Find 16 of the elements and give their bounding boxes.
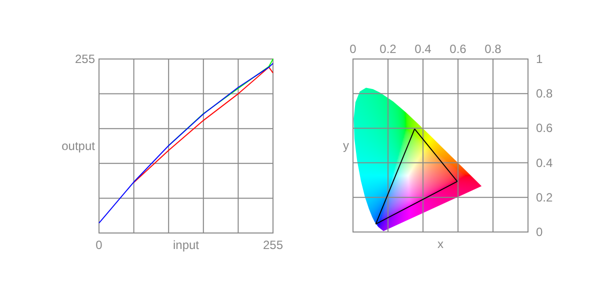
y-tick-label: 0.6 [536,121,554,136]
x-axis-title: input [172,238,200,252]
y-tick-label: 1 [536,52,543,66]
x-tick-label: 0.2 [380,42,397,56]
text: 255 [74,52,96,66]
y-tick-label: 0.4 [536,156,554,170]
y-tick-label: 0.2 [536,190,554,204]
y-tick-label: 0 [536,225,543,239]
x-tick-label: 0.4 [414,42,432,56]
x-axis-title: x [438,237,444,251]
y-axis-title: y [343,138,349,152]
x-tick-label: 0 [350,42,357,56]
x-tick-label: 0.8 [484,42,502,56]
y-tick-label: 0.8 [536,86,554,101]
y-axis-title: output [62,139,96,153]
x-tick-label: 0.6 [450,42,467,56]
